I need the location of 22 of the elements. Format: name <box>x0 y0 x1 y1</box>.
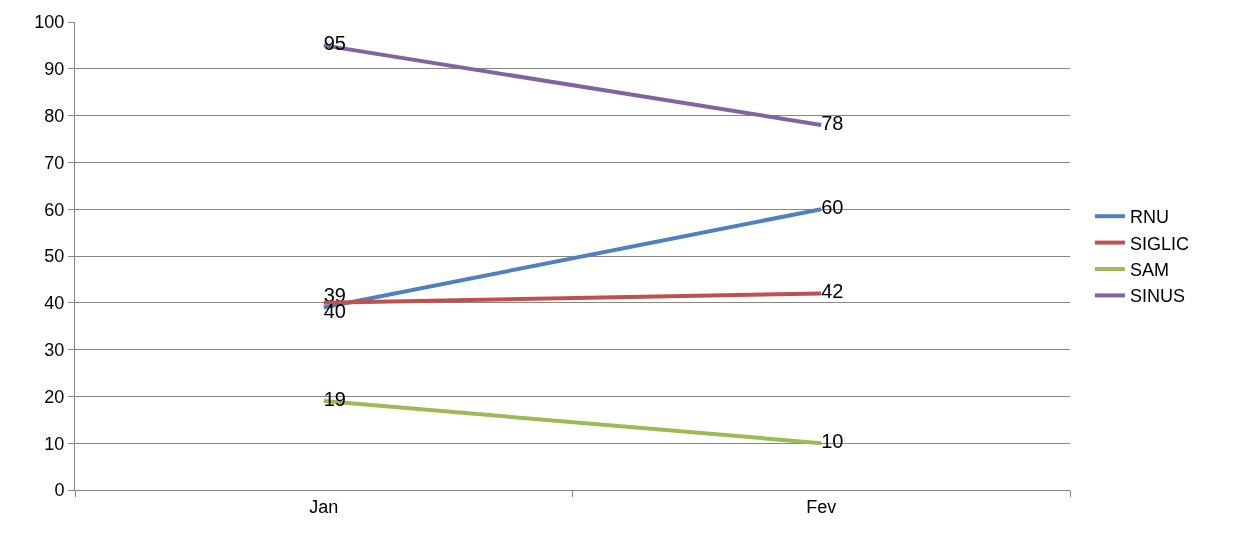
y-tick-label: 70 <box>44 152 65 173</box>
y-tick-label: 20 <box>44 386 65 407</box>
y-tick-label: 0 <box>54 480 65 501</box>
x-tick-label: Jan <box>309 496 339 517</box>
data-label: 10 <box>821 430 844 453</box>
legend-label: SINUS <box>1129 286 1185 307</box>
x-tick-label: Fev <box>806 496 837 517</box>
y-tick-label: 10 <box>44 433 65 454</box>
legend-label: SAM <box>1129 260 1169 281</box>
data-label: 78 <box>821 111 844 134</box>
y-tick-label: 40 <box>44 293 65 314</box>
legend-label: SIGLIC <box>1129 233 1189 254</box>
y-tick-label: 100 <box>34 12 65 33</box>
data-label: 19 <box>323 388 346 411</box>
data-label: 60 <box>821 196 844 219</box>
y-tick-label: 80 <box>44 105 65 126</box>
y-tick-label: 30 <box>44 339 65 360</box>
legend-label: RNU <box>1129 207 1169 228</box>
y-tick-label: 90 <box>44 59 65 80</box>
data-label: 42 <box>821 280 844 303</box>
y-tick-label: 60 <box>44 199 65 220</box>
y-tick-label: 50 <box>44 246 65 267</box>
